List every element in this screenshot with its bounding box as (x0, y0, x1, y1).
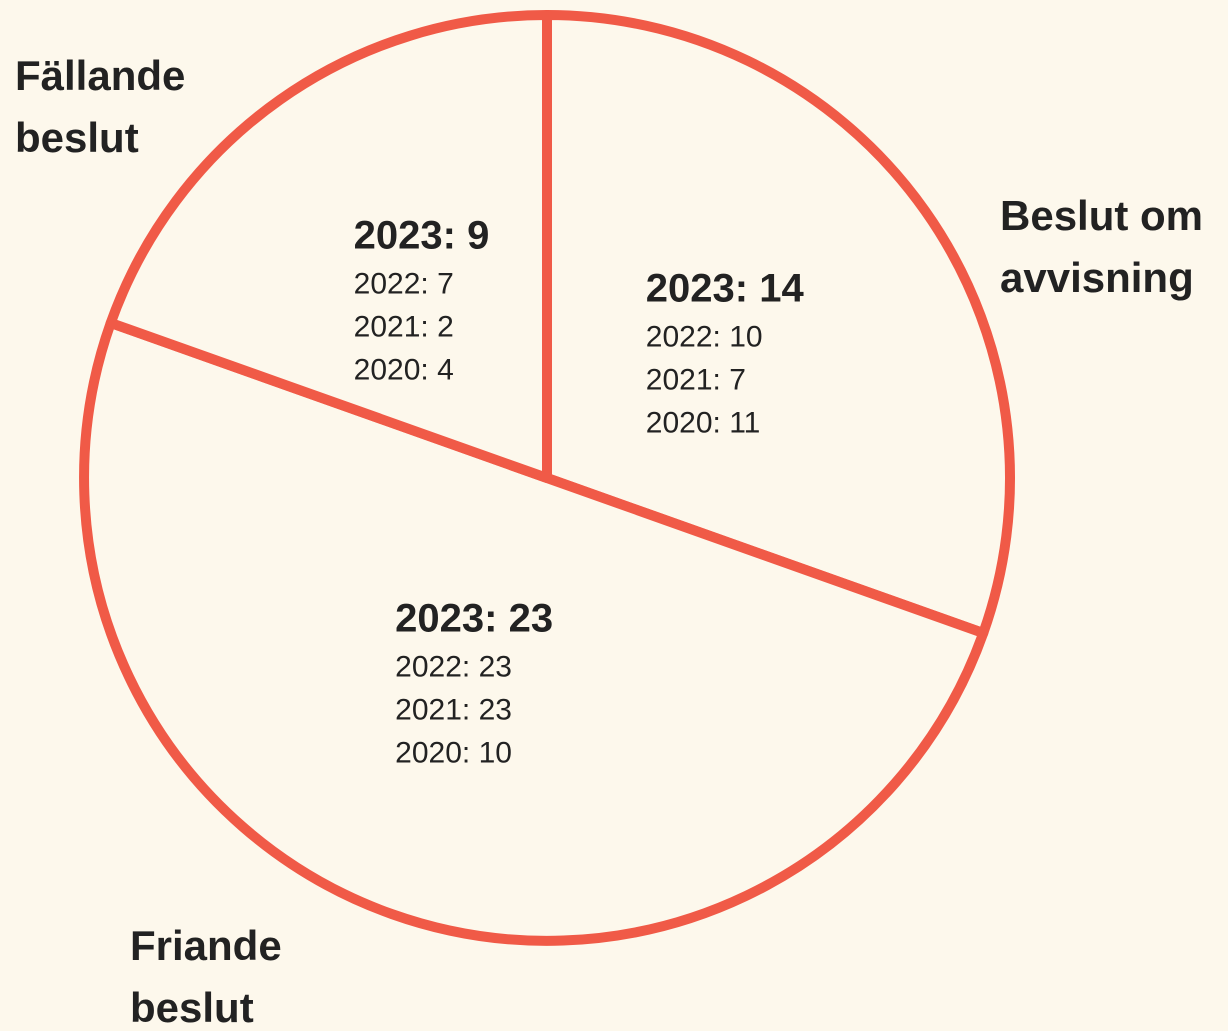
category-label: Friande beslut (130, 922, 282, 1031)
annotation: 2021: 23 (395, 693, 512, 727)
value-label: 2023: 9 (353, 213, 490, 258)
category-label: Fällande beslut (15, 52, 186, 161)
pie-slice (79, 317, 989, 946)
value-label: 2023: 23 (395, 596, 554, 641)
annotation: 2022: 23 (395, 650, 512, 684)
annotation: 2022: 10 (645, 320, 763, 353)
slice-label: 2023: 14 2022: 10 2021: 7 2020: 11 (646, 261, 804, 444)
slice-label: 2023: 23 2022: 23 2021: 23 2020: 10 (395, 592, 553, 775)
annotation: 2021: 7 (645, 363, 746, 396)
pie-slice (105, 10, 552, 483)
annotation: 2020: 11 (645, 406, 761, 439)
pie-slice (542, 10, 1015, 639)
annotation: 2020: 4 (353, 353, 454, 387)
value-label: 2023: 14 (645, 266, 804, 310)
category-label: Beslut om avvisning (1000, 192, 1204, 301)
annotation: 2022: 7 (353, 267, 454, 301)
annotation: 2020: 10 (395, 736, 512, 770)
slice-label: 2023: 9 2022: 7 2021: 2 2020: 4 (354, 209, 490, 392)
annotation: 2021: 2 (353, 310, 454, 344)
